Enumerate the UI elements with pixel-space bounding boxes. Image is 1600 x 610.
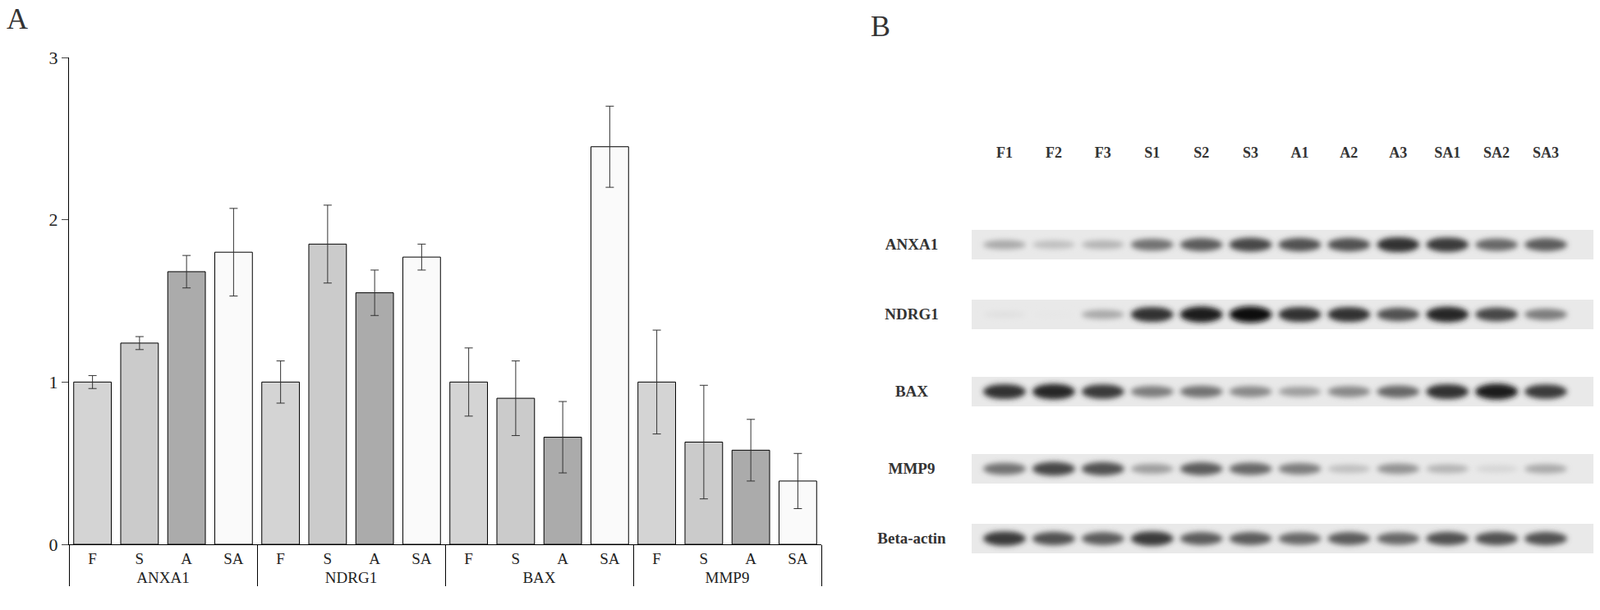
svg-text:S: S bbox=[699, 550, 709, 568]
svg-text:F2: F2 bbox=[1045, 144, 1063, 161]
svg-text:S: S bbox=[135, 550, 145, 568]
svg-text:MMP9: MMP9 bbox=[705, 569, 750, 587]
svg-text:A2: A2 bbox=[1339, 144, 1358, 161]
svg-text:F: F bbox=[275, 550, 286, 568]
svg-text:0: 0 bbox=[49, 534, 59, 556]
svg-text:SA: SA bbox=[411, 550, 433, 568]
svg-text:S1: S1 bbox=[1144, 144, 1160, 161]
svg-text:S3: S3 bbox=[1242, 144, 1259, 161]
svg-text:MMP9: MMP9 bbox=[888, 459, 936, 478]
svg-text:SA: SA bbox=[223, 550, 244, 568]
svg-text:2: 2 bbox=[49, 209, 59, 230]
svg-text:SA: SA bbox=[787, 550, 809, 568]
svg-text:ANXA1: ANXA1 bbox=[136, 569, 189, 587]
svg-text:SA: SA bbox=[599, 550, 621, 568]
svg-text:F1: F1 bbox=[996, 144, 1013, 161]
svg-text:A1: A1 bbox=[1290, 144, 1309, 161]
svg-text:SA1: SA1 bbox=[1434, 144, 1461, 161]
svg-text:1: 1 bbox=[49, 372, 59, 393]
svg-text:F: F bbox=[87, 550, 97, 568]
svg-text:S2: S2 bbox=[1193, 144, 1210, 161]
svg-text:BAX: BAX bbox=[522, 569, 556, 587]
svg-text:F: F bbox=[652, 550, 662, 568]
svg-text:A: A bbox=[180, 550, 193, 568]
svg-text:S: S bbox=[323, 550, 333, 568]
svg-text:3: 3 bbox=[49, 47, 59, 69]
svg-text:SA2: SA2 bbox=[1483, 144, 1510, 161]
html-text:A: A bbox=[6, 2, 28, 36]
svg-text:BAX: BAX bbox=[895, 382, 929, 400]
svg-text:ANXA1: ANXA1 bbox=[885, 235, 938, 253]
svg-text:F: F bbox=[464, 550, 474, 568]
svg-text:SA3: SA3 bbox=[1532, 144, 1559, 161]
svg-text:NDRG1: NDRG1 bbox=[325, 569, 378, 587]
svg-text:NDRG1: NDRG1 bbox=[884, 305, 938, 323]
svg-text:Beta-actin: Beta-actin bbox=[877, 529, 947, 548]
svg-text:B: B bbox=[870, 9, 891, 43]
svg-text:A: A bbox=[556, 550, 569, 568]
svg-text:S: S bbox=[511, 550, 521, 568]
svg-text:A: A bbox=[368, 550, 381, 568]
svg-text:F3: F3 bbox=[1094, 144, 1112, 161]
svg-text:A3: A3 bbox=[1388, 144, 1407, 161]
svg-text:A: A bbox=[744, 550, 757, 568]
